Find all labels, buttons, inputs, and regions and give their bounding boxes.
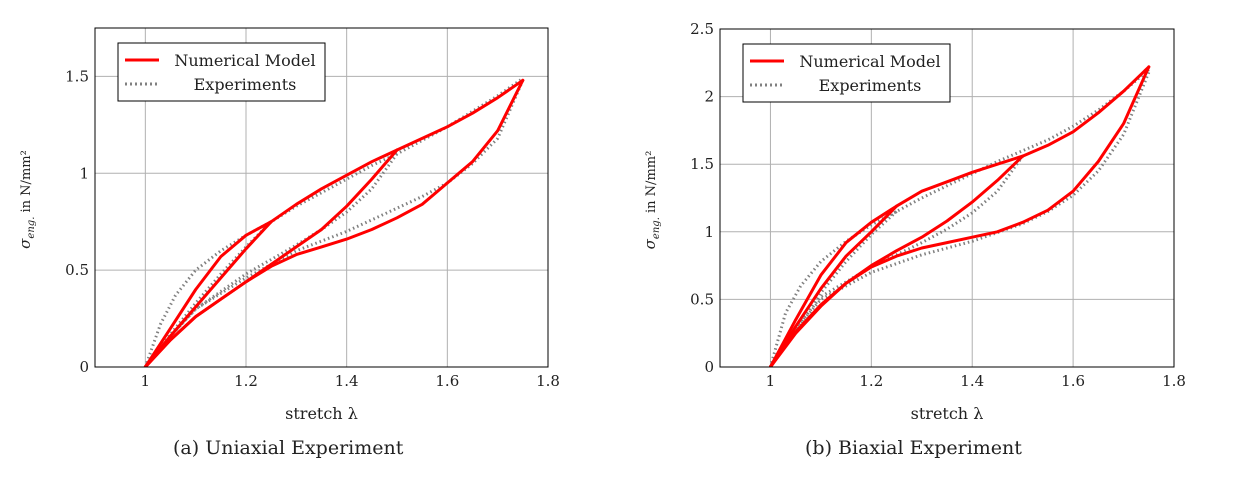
experiments-curve (769, 155, 1024, 367)
experiments-curve (144, 153, 399, 367)
x-tick-label: 1 (766, 372, 776, 390)
chart-uniaxial: 1 1.2 1.4 1.6 1.8 0 0.5 1 1.5 stretch λ σeng. in N… (16, 27, 560, 420)
experiments-curve (144, 79, 525, 367)
x-tick-label: 1.4 (960, 372, 984, 390)
y-tick-label: 0.5 (690, 290, 714, 308)
y-tick-label: 2.5 (690, 20, 714, 38)
x-axis-label: stretch λ (911, 404, 984, 420)
caption-biaxial: (b) Biaxial Experiment (805, 437, 1022, 459)
numerical-model-curve (143, 78, 525, 367)
numerical-model-curve (143, 220, 273, 367)
x-tick-label: 1 (141, 372, 151, 390)
y-tick-label: 0 (79, 358, 89, 376)
x-tick-label: 1.6 (1061, 372, 1085, 390)
numerical-model-curve (143, 148, 399, 367)
axes-frame (719, 28, 1175, 368)
y-axis-label: σeng. in N/mm² (641, 151, 662, 250)
x-tick-label: 1.4 (335, 372, 359, 390)
experiments-curve (768, 68, 1150, 367)
numerical-model-curve (768, 65, 1151, 367)
legend: Numerical Model Experiments (742, 43, 951, 103)
y-tick-label: 0.5 (65, 261, 89, 279)
caption-uniaxial: (a) Uniaxial Experiment (173, 437, 404, 459)
legend-label: Experiments (194, 75, 297, 94)
y-tick-label: 1.5 (690, 155, 714, 173)
y-tick-label: 1.5 (65, 67, 89, 85)
numerical-model-curve (768, 154, 1025, 367)
legend-label: Experiments (819, 76, 922, 95)
legend-box (742, 43, 951, 103)
y-axis-label: σeng. in N/mm² (16, 150, 37, 249)
y-tick-label: 1 (704, 223, 714, 241)
y-tick-label: 1 (79, 164, 89, 182)
y-tick-label: 0 (704, 358, 714, 376)
x-tick-label: 1.8 (536, 372, 560, 390)
chart-biaxial: 1 1.2 1.4 1.6 1.8 0 0.5 1 1.5 2 2.5 stretch λ σeng. … (641, 20, 1186, 420)
numerical-model-curve (143, 78, 525, 367)
x-tick-label: 1.6 (435, 372, 459, 390)
x-tick-label: 1.2 (234, 372, 258, 390)
x-tick-label: 1.8 (1162, 372, 1186, 390)
x-tick-label: 1.2 (859, 372, 883, 390)
y-tick-label: 2 (704, 88, 714, 106)
experiments-curve (769, 71, 1151, 367)
legend-label: Numerical Model (799, 52, 940, 71)
legend: Numerical Model Experiments (117, 42, 326, 102)
x-axis-label: stretch λ (285, 404, 358, 420)
plot-area (768, 65, 1151, 367)
experiments-curve (143, 77, 524, 367)
numerical-model-curve (768, 65, 1151, 367)
plot-area (143, 77, 525, 367)
axes-frame (94, 27, 549, 368)
figure: 1 1.2 1.4 1.6 1.8 0 0.5 1 1.5 stretch λ σeng. in N… (16, 20, 1186, 420)
legend-label: Numerical Model (174, 51, 315, 70)
legend-box (117, 42, 326, 102)
numerical-model-curve (768, 204, 899, 367)
